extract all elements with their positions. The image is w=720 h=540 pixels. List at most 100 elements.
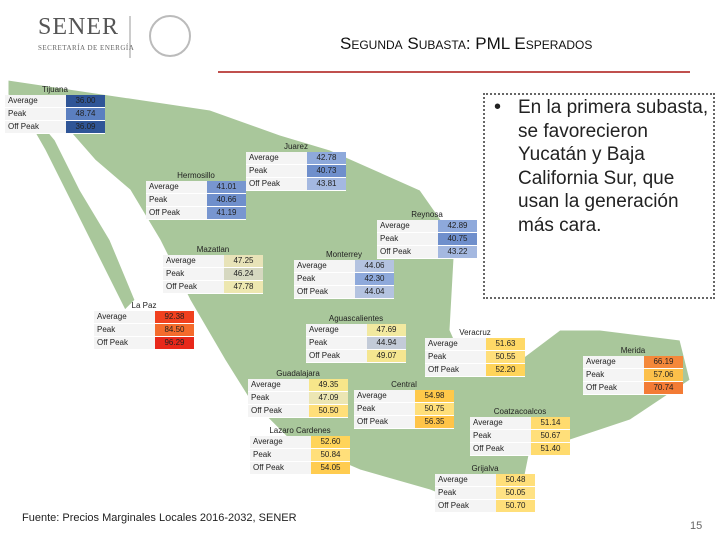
- table-row: Peak 50.75: [354, 403, 454, 416]
- row-value: 42.30: [355, 273, 394, 285]
- row-label: Off Peak: [309, 351, 340, 360]
- row-value: 49.35: [309, 379, 348, 391]
- table-title: Central: [391, 380, 417, 389]
- row-label: Peak: [473, 431, 492, 440]
- row-label: Average: [251, 380, 281, 389]
- row-value: 44.06: [355, 260, 394, 272]
- row-value: 57.06: [644, 369, 683, 381]
- row-label: Average: [149, 182, 179, 191]
- table-row: Off Peak 41.19: [146, 207, 246, 220]
- price-table: Hermosillo Average 41.01 Peak 40.66 Off Peak 4…: [146, 171, 246, 220]
- table-row: Average 54.98: [354, 390, 454, 403]
- price-table: Veracruz Average 51.63 Peak 50.55 Off Peak 52.…: [425, 328, 525, 377]
- table-row: Average 42.78: [246, 152, 346, 165]
- row-label: Average: [249, 153, 279, 162]
- table-title: Mazatlan: [196, 245, 230, 254]
- row-value: 50.84: [311, 449, 350, 461]
- row-label: Peak: [357, 404, 376, 413]
- table-row: Off Peak 51.40: [470, 443, 570, 456]
- callout-box: [483, 93, 715, 299]
- price-table: La Paz Average 92.38 Peak 84.50 Off Peak 96.29: [94, 301, 194, 350]
- price-table: Mazatlan Average 47.25 Peak 46.24 Off Peak 47.…: [163, 245, 263, 294]
- table-row: Peak 50.55: [425, 351, 525, 364]
- table-row: Off Peak 50.70: [435, 500, 535, 513]
- row-value: 66.19: [644, 356, 683, 368]
- table-title: Guadalajara: [276, 369, 320, 378]
- row-label: Peak: [380, 234, 399, 243]
- row-label: Peak: [438, 488, 457, 497]
- price-table: Guadalajara Average 49.35 Peak 47.09 Off Peak…: [248, 369, 348, 418]
- table-row: Average 51.14: [470, 417, 570, 430]
- table-row: Peak 40.75: [377, 233, 477, 246]
- table-row: Average 41.01: [146, 181, 246, 194]
- price-table: Reynosa Average 42.89 Peak 40.75 Off Peak 43.2…: [377, 210, 477, 259]
- table-row: Average 52.60: [250, 436, 350, 449]
- table-row: Average 47.25: [163, 255, 263, 268]
- row-label: Peak: [309, 338, 328, 347]
- row-value: 40.75: [438, 233, 477, 245]
- table-row: Peak 50.67: [470, 430, 570, 443]
- table-row: Off Peak 96.29: [94, 337, 194, 350]
- price-table: Central Average 54.98 Peak 50.75 Off Peak 56.3…: [354, 380, 454, 429]
- table-row: Average 49.35: [248, 379, 348, 392]
- row-label: Off Peak: [297, 287, 328, 296]
- table-row: Off Peak 50.50: [248, 405, 348, 418]
- row-value: 36.09: [66, 121, 105, 133]
- table-row: Peak 40.66: [146, 194, 246, 207]
- table-row: Off Peak 70.74: [583, 382, 683, 395]
- table-title: Hermosillo: [177, 171, 215, 180]
- row-value: 42.89: [438, 220, 477, 232]
- row-label: Peak: [149, 195, 168, 204]
- table-row: Off Peak 43.22: [377, 246, 477, 259]
- row-label: Average: [309, 325, 339, 334]
- row-value: 92.38: [155, 311, 194, 323]
- table-row: Off Peak 43.81: [246, 178, 346, 191]
- table-row: Peak 50.05: [435, 487, 535, 500]
- row-value: 54.05: [311, 462, 350, 474]
- row-label: Peak: [428, 352, 447, 361]
- row-label: Average: [8, 96, 38, 105]
- row-label: Average: [428, 339, 458, 348]
- row-value: 43.22: [438, 246, 477, 258]
- table-title: La Paz: [131, 301, 157, 310]
- row-label: Off Peak: [253, 463, 284, 472]
- table-row: Peak 50.84: [250, 449, 350, 462]
- table-title: Grijalva: [471, 464, 499, 473]
- row-value: 42.78: [307, 152, 346, 164]
- table-title: Tijuana: [42, 85, 68, 94]
- table-row: Average 44.06: [294, 260, 394, 273]
- price-table: Monterrey Average 44.06 Peak 42.30 Off Peak 44…: [294, 250, 394, 299]
- row-value: 49.07: [367, 350, 406, 362]
- table-row: Off Peak 44.04: [294, 286, 394, 299]
- row-value: 50.50: [309, 405, 348, 417]
- row-label: Peak: [251, 393, 270, 402]
- price-table: Tijuana Average 36.00 Peak 48.74 Off Peak 36.0…: [5, 85, 105, 134]
- source-note: Fuente: Precios Marginales Locales 2016-…: [22, 512, 297, 524]
- row-label: Average: [380, 221, 410, 230]
- bullet-text: En la primera subasta, se favorecieron Y…: [518, 97, 709, 236]
- row-value: 50.67: [531, 430, 570, 442]
- row-label: Off Peak: [97, 338, 128, 347]
- price-table: Aguascalientes Average 47.69 Peak 44.94 Off P…: [306, 314, 406, 363]
- row-label: Off Peak: [251, 406, 282, 415]
- row-label: Off Peak: [166, 282, 197, 291]
- table-title: Aguascalientes: [328, 314, 384, 323]
- row-value: 50.05: [496, 487, 535, 499]
- table-row: Off Peak 52.20: [425, 364, 525, 377]
- row-label: Peak: [297, 274, 316, 283]
- table-row: Average 51.63: [425, 338, 525, 351]
- row-label: Peak: [166, 269, 185, 278]
- logo-text: SENER: [38, 14, 120, 40]
- row-value: 51.40: [531, 443, 570, 455]
- table-row: Off Peak 54.05: [250, 462, 350, 475]
- row-value: 51.63: [486, 338, 525, 350]
- row-value: 41.19: [207, 207, 246, 219]
- logo-subtitle: SECRETARÍA DE ENERGÍA: [38, 44, 135, 52]
- row-value: 41.01: [207, 181, 246, 193]
- row-value: 50.48: [496, 474, 535, 486]
- row-label: Average: [166, 256, 196, 265]
- table-title: Reynosa: [411, 210, 443, 219]
- row-label: Average: [97, 312, 127, 321]
- row-value: 46.24: [224, 268, 263, 280]
- table-row: Average 66.19: [583, 356, 683, 369]
